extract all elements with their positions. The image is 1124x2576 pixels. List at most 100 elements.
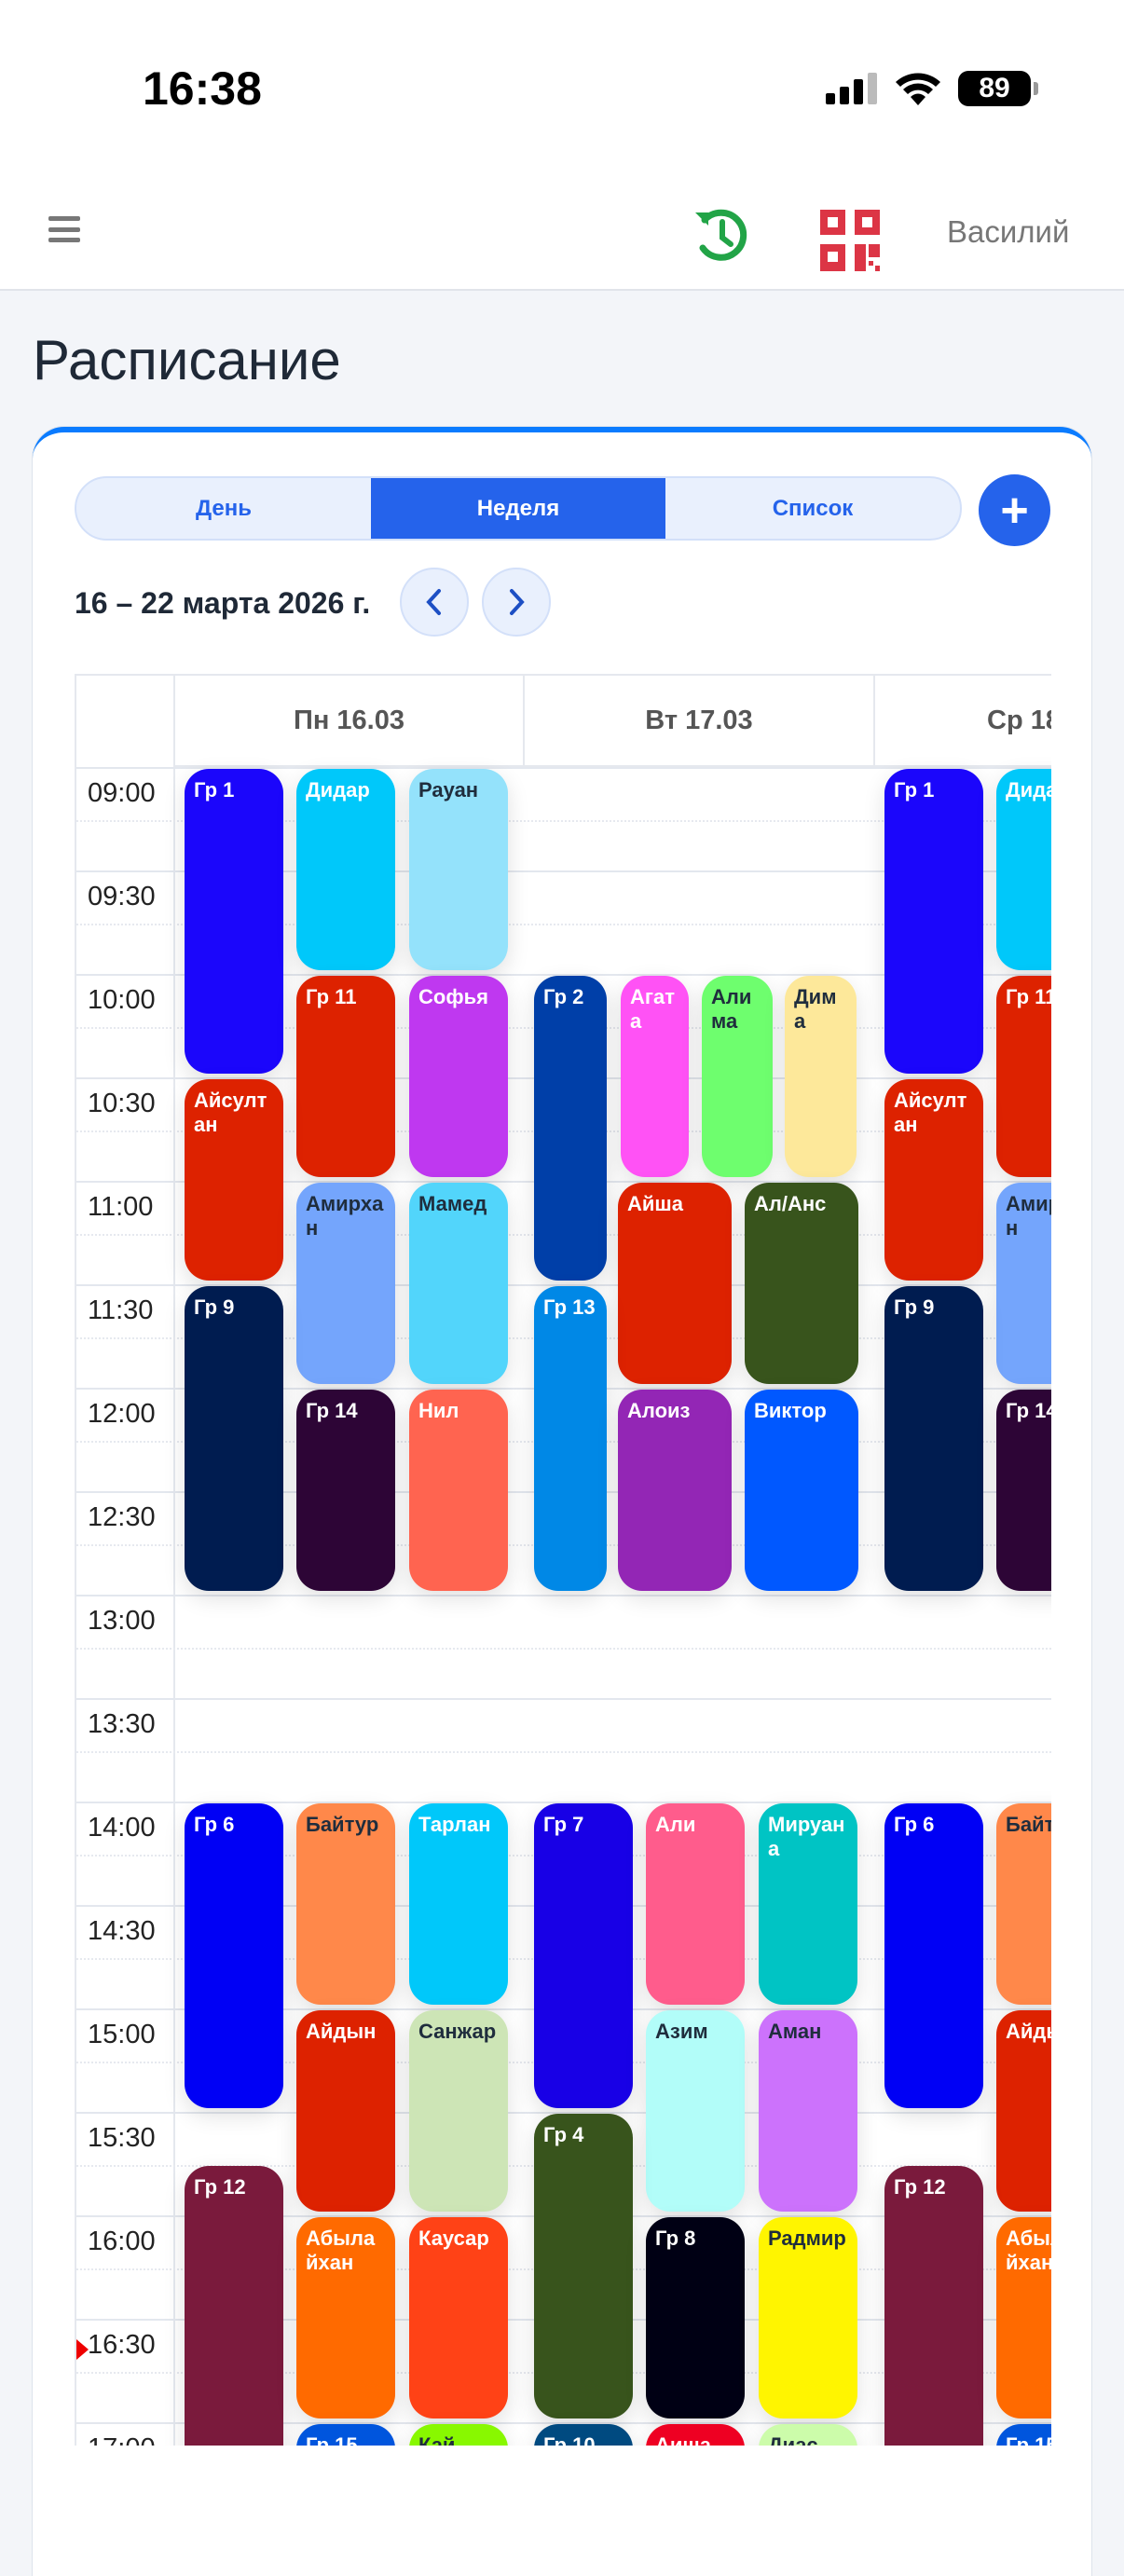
lesson-event[interactable]: Дима: [785, 976, 857, 1177]
lesson-event-label: Гр 2: [543, 985, 584, 1008]
lesson-event[interactable]: Абылайхан: [996, 2217, 1051, 2418]
lesson-event[interactable]: Азим: [646, 2010, 745, 2212]
lesson-event-label: Гр 6: [194, 1813, 235, 1836]
time-label: 15:30: [88, 2123, 156, 2153]
lesson-event[interactable]: Гр 2: [534, 976, 607, 1281]
lesson-event-label: Аиша: [655, 2433, 711, 2446]
view-switcher: День Неделя Список: [75, 476, 962, 541]
lesson-event[interactable]: Диас: [759, 2424, 857, 2446]
lesson-event[interactable]: Кай: [409, 2424, 508, 2446]
lesson-event-label: Ал/Анс: [754, 1192, 827, 1215]
lesson-event[interactable]: Али: [646, 1803, 745, 2005]
lesson-event-label: Абылайхан: [306, 2227, 376, 2274]
lesson-event[interactable]: Гр 7: [534, 1803, 633, 2108]
lesson-event[interactable]: Байтур: [296, 1803, 395, 2005]
menu-icon[interactable]: [48, 216, 80, 242]
prev-week-button[interactable]: [400, 568, 469, 637]
lesson-event[interactable]: Мамед: [409, 1183, 508, 1384]
lesson-event[interactable]: Гр 1: [884, 769, 983, 1074]
time-label: 17:00: [88, 2433, 156, 2446]
lesson-event-label: Гр 9: [194, 1295, 235, 1319]
time-label: 16:30: [88, 2330, 156, 2360]
lesson-event[interactable]: Гр 15: [996, 2424, 1051, 2446]
lesson-event-label: Айдын: [306, 2020, 377, 2043]
time-slot-row[interactable]: [76, 870, 1051, 974]
lesson-event[interactable]: Гр 1: [185, 769, 283, 1074]
lesson-event[interactable]: Алоиз: [618, 1390, 732, 1591]
lesson-event[interactable]: Гр 15: [296, 2424, 395, 2446]
lesson-event[interactable]: Абылайхан: [296, 2217, 395, 2418]
lesson-event[interactable]: Аман: [759, 2010, 857, 2212]
user-name[interactable]: Василий: [947, 214, 1070, 249]
cellular-signal-icon: [826, 73, 877, 104]
history-icon[interactable]: [692, 205, 753, 267]
lesson-event[interactable]: Алима: [702, 976, 773, 1177]
lesson-event[interactable]: Аиша: [646, 2424, 745, 2446]
time-label: 14:00: [88, 1813, 156, 1843]
lesson-event[interactable]: Амирхан: [996, 1183, 1051, 1384]
day-header-mon: Пн 16.03: [173, 676, 523, 767]
lesson-event[interactable]: Софья: [409, 976, 508, 1177]
time-slot-row[interactable]: [76, 1698, 1051, 1802]
lesson-event[interactable]: Гр 8: [646, 2217, 745, 2418]
lesson-event[interactable]: Айша: [618, 1183, 732, 1384]
lesson-event[interactable]: Гр 9: [884, 1286, 983, 1591]
lesson-event[interactable]: Тарлан: [409, 1803, 508, 2005]
lesson-event-label: Диас: [768, 2433, 818, 2446]
lesson-event[interactable]: Гр 14: [296, 1390, 395, 1591]
lesson-event-label: Айсултан: [194, 1089, 267, 1136]
lesson-event-label: Амирхан: [306, 1192, 384, 1240]
time-slot-row[interactable]: [76, 1595, 1051, 1698]
time-label: 12:00: [88, 1399, 156, 1429]
lesson-event[interactable]: Айсултан: [884, 1079, 983, 1281]
lesson-event[interactable]: Гр 13: [534, 1286, 607, 1591]
lesson-event[interactable]: Дидар: [996, 769, 1051, 970]
lesson-event[interactable]: Виктор: [745, 1390, 858, 1591]
lesson-event[interactable]: Гр 11: [996, 976, 1051, 1177]
qr-code-icon[interactable]: [820, 210, 880, 271]
time-column: [76, 676, 175, 2446]
lesson-event[interactable]: Айсултан: [185, 1079, 283, 1281]
lesson-event[interactable]: Гр 12: [185, 2165, 283, 2446]
tab-week[interactable]: Неделя: [371, 478, 665, 539]
lesson-event[interactable]: Айдын: [996, 2010, 1051, 2212]
lesson-event[interactable]: Гр 6: [185, 1803, 283, 2108]
lesson-event[interactable]: Гр 11: [296, 976, 395, 1177]
chevron-right-icon: [510, 589, 525, 615]
lesson-event-label: Байтур: [306, 1813, 379, 1836]
lesson-event[interactable]: Дидар: [296, 769, 395, 970]
lesson-event[interactable]: Гр 10: [534, 2424, 633, 2446]
time-slot-row[interactable]: [76, 2422, 1051, 2446]
lesson-event[interactable]: Гр 12: [884, 2165, 983, 2446]
time-label: 11:00: [88, 1192, 154, 1222]
lesson-event[interactable]: Радмир: [759, 2217, 857, 2418]
tab-day[interactable]: День: [196, 495, 252, 521]
time-label: 12:30: [88, 1502, 156, 1532]
lesson-event[interactable]: Гр 6: [884, 1803, 983, 2108]
lesson-event[interactable]: Гр 4: [534, 2114, 633, 2418]
time-slot-row[interactable]: [76, 767, 1051, 870]
lesson-event[interactable]: Гр 14: [996, 1390, 1051, 1591]
lesson-event[interactable]: Ал/Анс: [745, 1183, 858, 1384]
lesson-event[interactable]: Санжар: [409, 2010, 508, 2212]
lesson-event-label: Гр 1: [894, 778, 935, 802]
week-grid: Пн 16.03 Вт 17.03 Ср 18.03 09:00 09:30 10:…: [75, 674, 1051, 2446]
lesson-event[interactable]: Агата: [621, 976, 689, 1177]
time-label: 09:00: [88, 778, 156, 808]
lesson-event[interactable]: Айдын: [296, 2010, 395, 2212]
lesson-event[interactable]: Нил: [409, 1390, 508, 1591]
lesson-event-label: Гр 13: [543, 1295, 596, 1319]
next-week-button[interactable]: [482, 568, 551, 637]
status-bar: 16:38 89: [0, 0, 1124, 168]
lesson-event[interactable]: Байтур: [996, 1803, 1051, 2005]
time-label: 09:30: [88, 882, 156, 911]
lesson-event[interactable]: Каусар: [409, 2217, 508, 2418]
add-lesson-button[interactable]: +: [979, 474, 1050, 546]
lesson-event[interactable]: Рауан: [409, 769, 508, 970]
lesson-event-label: Гр 11: [1006, 985, 1051, 1008]
tab-list[interactable]: Список: [772, 495, 854, 521]
lesson-event[interactable]: Мируана: [759, 1803, 857, 2005]
lesson-event[interactable]: Гр 9: [185, 1286, 283, 1591]
lesson-event-label: Дидар: [1006, 778, 1051, 802]
lesson-event[interactable]: Амирхан: [296, 1183, 395, 1384]
